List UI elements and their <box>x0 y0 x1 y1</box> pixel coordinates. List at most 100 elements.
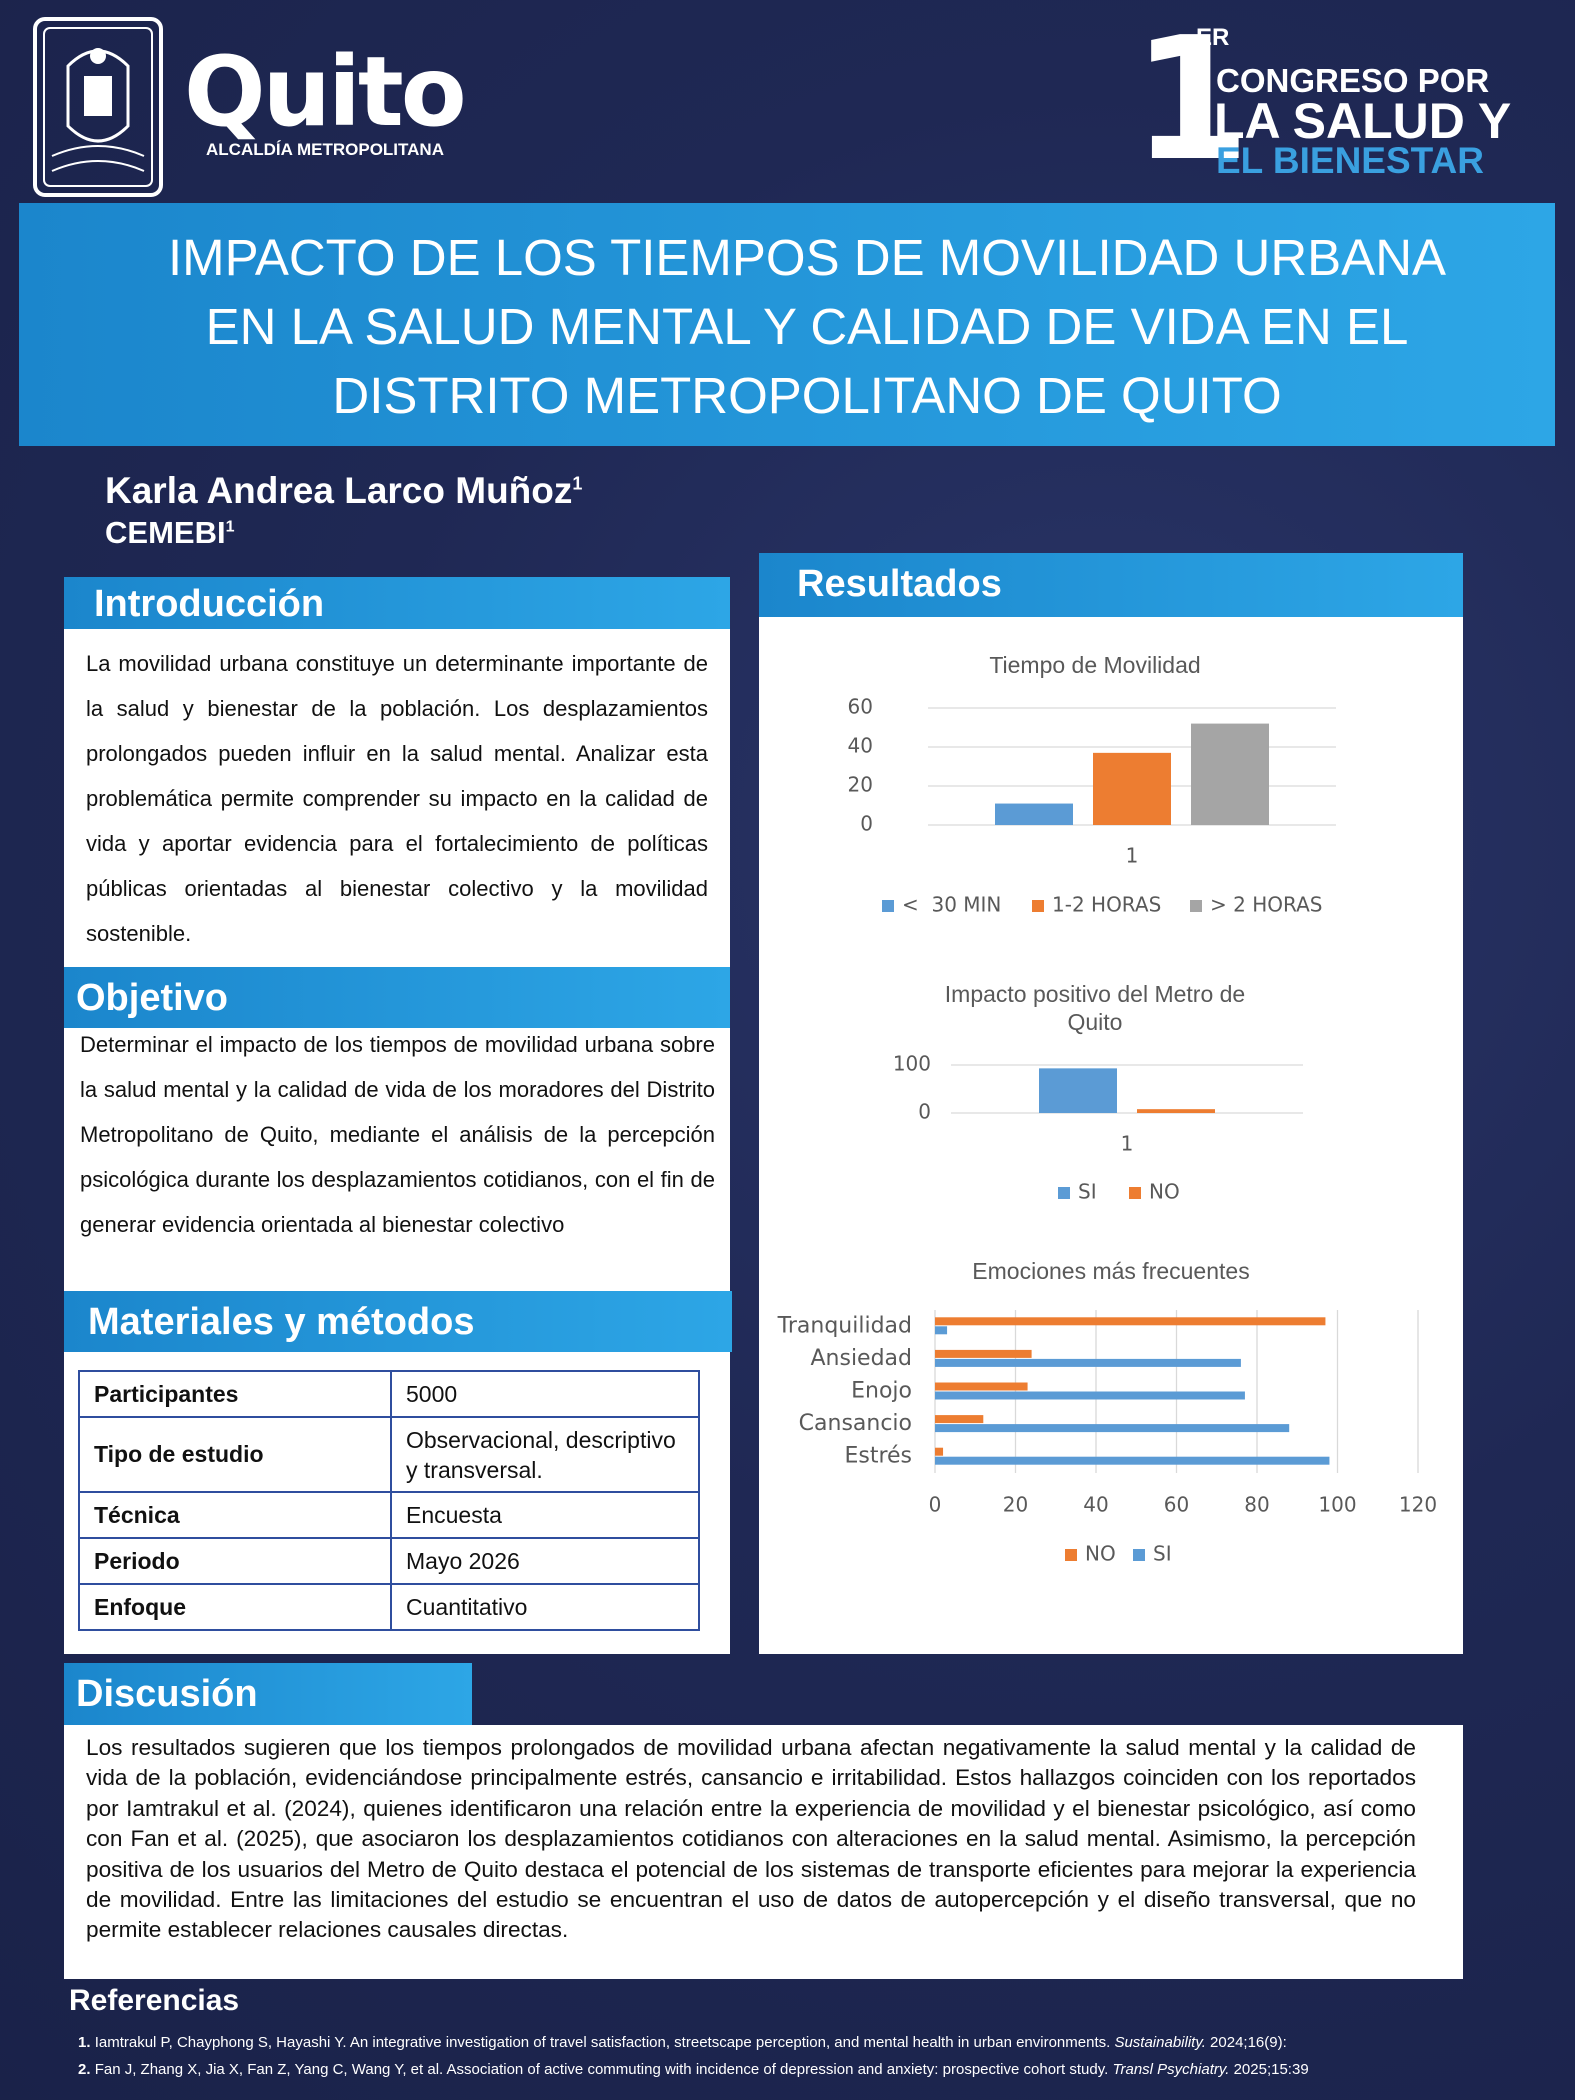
title-banner <box>19 203 1555 446</box>
affiliation: CEMEBI1 <box>105 515 234 551</box>
author: Karla Andrea Larco Muñoz1 <box>105 470 582 512</box>
legend-swatch <box>1065 1549 1077 1561</box>
chart-title: Emociones más frecuentes <box>972 1258 1250 1284</box>
table-key: Periodo <box>78 1537 392 1585</box>
bar <box>935 1447 944 1456</box>
emblem <box>33 17 163 197</box>
bar <box>1039 1068 1117 1113</box>
bar <box>935 1391 1245 1400</box>
author-sup: 1 <box>572 473 583 494</box>
y-tick-label: Enojo <box>851 1379 912 1404</box>
x-tick-label: 20 <box>1003 1493 1028 1517</box>
ref-tail: 2024;16(9): <box>1205 2034 1287 2051</box>
legend-swatch <box>882 900 894 912</box>
ref-tail: 2025;15:39 <box>1229 2061 1309 2078</box>
legend-label: SI <box>1153 1542 1172 1566</box>
x-tick-label: 1 <box>1121 1132 1134 1156</box>
legend-swatch <box>1032 900 1044 912</box>
y-tick-label: Estrés <box>844 1444 912 1469</box>
table-value: 5000 <box>390 1370 700 1418</box>
legend-swatch <box>1058 1187 1070 1199</box>
congress-line: CONGRESO POR <box>1216 62 1490 99</box>
bar <box>1191 723 1269 825</box>
bar <box>935 1382 1028 1391</box>
affiliation-name: CEMEBI <box>105 515 226 550</box>
legend-label: > 2 HORAS <box>1210 893 1322 917</box>
objective-text: Determinar el impacto de los tiempos de … <box>80 1032 715 1237</box>
table-value: Observacional, descriptivo y transversal… <box>390 1416 700 1493</box>
logo-sub: ALCALDÍA METROPOLITANA <box>206 140 444 159</box>
title-line: DISTRITO METROPOLITANO DE QUITO <box>332 367 1282 424</box>
section-heading: Materiales y métodos <box>64 1291 732 1352</box>
ref-journal: Sustainability. <box>1114 2034 1206 2051</box>
methods-table: Participantes 5000 Tipo de estudio Observa… <box>78 1370 700 1631</box>
y-tick-label: 100 <box>893 1052 931 1076</box>
reference: 2. Fan J, Zhang X, Jia X, Fan Z, Yang C,… <box>78 2061 1309 2078</box>
table-value: Cuantitativo <box>390 1583 700 1631</box>
bar <box>995 803 1073 825</box>
section-heading: Discusión <box>64 1663 472 1725</box>
legend-label: NO <box>1085 1542 1116 1566</box>
y-tick-label: Ansiedad <box>810 1346 912 1371</box>
ref-journal: Transl Psychiatry. <box>1112 2061 1230 2078</box>
x-tick-label: 120 <box>1399 1493 1437 1517</box>
ref-text: Fan J, Zhang X, Jia X, Fan Z, Yang C, Wa… <box>94 2061 1113 2078</box>
section-heading: Objetivo <box>64 967 730 1028</box>
congress-sup: ER <box>1196 24 1230 51</box>
table-key: Técnica <box>78 1491 392 1539</box>
reference: 1. Iamtrakul P, Chayphong S, Hayashi Y. … <box>78 2034 1287 2051</box>
section-heading: Resultados <box>759 553 1463 617</box>
chart-title: Tiempo de Movilidad <box>989 652 1201 678</box>
bar <box>935 1424 1290 1433</box>
x-tick-label: 0 <box>929 1493 942 1517</box>
congress-line: LA SALUD Y <box>1214 93 1512 149</box>
x-tick-label: 1 <box>1126 844 1139 868</box>
intro-panel <box>64 577 730 967</box>
legend-label: < 30 MIN <box>902 893 1001 917</box>
legend-label: 1-2 HORAS <box>1052 893 1161 917</box>
bar <box>935 1317 1326 1326</box>
legend-swatch <box>1129 1187 1141 1199</box>
chart-title: Impacto positivo del Metro de Quito <box>944 981 1246 1035</box>
title-line: EN LA SALUD MENTAL Y CALIDAD DE VIDA EN … <box>205 298 1409 355</box>
discussion-text: Los resultados sugieren que los tiempos … <box>86 1735 1416 1943</box>
bar <box>935 1358 1241 1367</box>
author-name: Karla Andrea Larco Muñoz <box>105 470 573 511</box>
table-key: Participantes <box>78 1370 392 1418</box>
y-tick-label: 0 <box>918 1100 931 1124</box>
x-tick-label: 60 <box>1164 1493 1189 1517</box>
table-value: Mayo 2026 <box>390 1537 700 1585</box>
ref-number: 2. <box>78 2061 91 2078</box>
legend-label: NO <box>1149 1180 1180 1204</box>
results-panel: Resultados 0 20 40 60 1 < 30 MIN 1-2 HORAS > 2 … <box>759 553 1463 1654</box>
y-tick-label: 20 <box>848 773 873 797</box>
y-tick-label: 40 <box>848 734 873 758</box>
legend-swatch <box>1133 1549 1145 1561</box>
y-tick-label: Cansancio <box>799 1411 912 1436</box>
ref-text: Iamtrakul P, Chayphong S, Hayashi Y. An … <box>94 2034 1115 2051</box>
bar <box>935 1326 948 1335</box>
y-tick-label: Tranquilidad <box>777 1313 912 1338</box>
bar <box>935 1415 984 1424</box>
references-heading: Referencias <box>69 1984 240 2017</box>
bar <box>1093 752 1171 825</box>
x-tick-label: 80 <box>1244 1493 1269 1517</box>
intro-text: La movilidad urbana constituye un determ… <box>86 651 708 946</box>
ref-number: 1. <box>78 2034 91 2051</box>
affiliation-sup: 1 <box>225 518 235 536</box>
x-tick-label: 100 <box>1318 1493 1356 1517</box>
legend-label: SI <box>1078 1180 1097 1204</box>
bar <box>935 1456 1330 1465</box>
table-key: Enfoque <box>78 1583 392 1631</box>
bar <box>935 1349 1032 1358</box>
title-line: IMPACTO DE LOS TIEMPOS DE MOVILIDAD URBA… <box>167 229 1447 286</box>
logo-name: Quito <box>184 36 467 148</box>
x-tick-label: 40 <box>1083 1493 1108 1517</box>
legend-swatch <box>1190 900 1202 912</box>
y-tick-label: 60 <box>848 695 873 719</box>
y-tick-label: 0 <box>860 812 873 836</box>
discussion-panel <box>64 1725 1463 1979</box>
table-value: Encuesta <box>390 1491 700 1539</box>
